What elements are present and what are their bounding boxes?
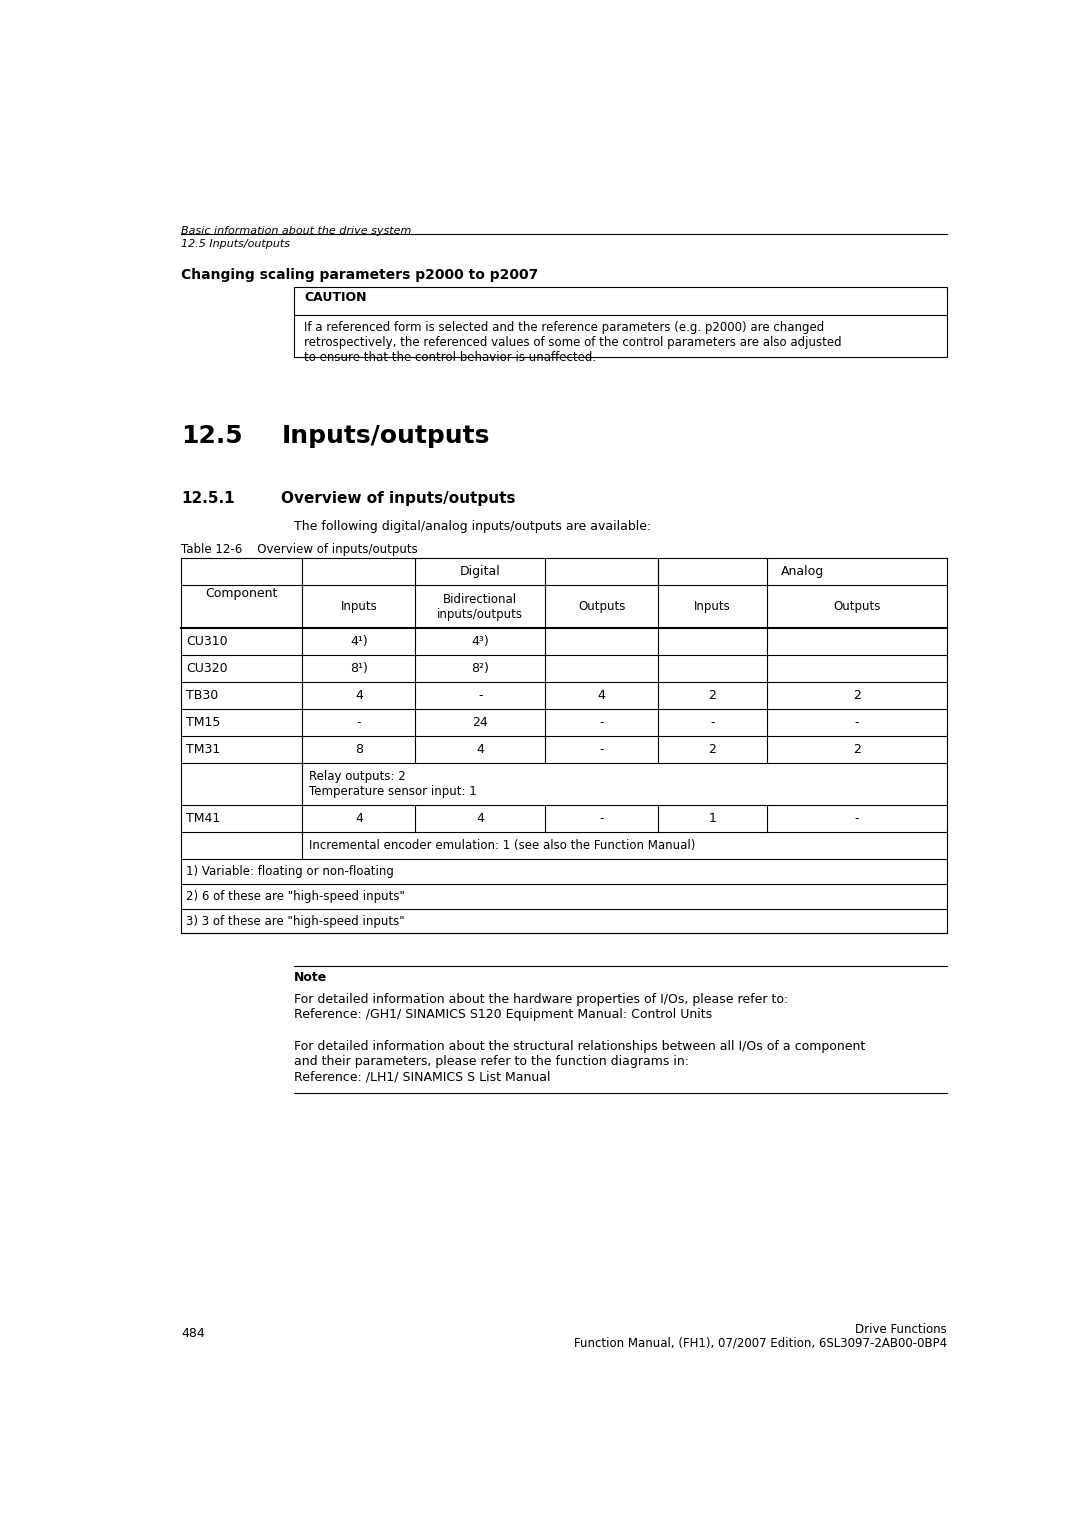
- Text: -: -: [711, 716, 715, 728]
- Text: -: -: [599, 716, 604, 728]
- Text: 2: 2: [853, 742, 861, 756]
- Text: The following digital/analog inputs/outputs are available:: The following digital/analog inputs/outp…: [294, 519, 651, 533]
- Text: 24: 24: [472, 716, 488, 728]
- Text: TM41: TM41: [186, 812, 220, 825]
- Text: 1) Variable: floating or non-floating: 1) Variable: floating or non-floating: [186, 866, 394, 878]
- Text: -: -: [599, 742, 604, 756]
- Text: Overview of inputs/outputs: Overview of inputs/outputs: [282, 492, 516, 507]
- Text: For detailed information about the hardware properties of I/Os, please refer to:: For detailed information about the hardw…: [294, 994, 788, 1022]
- Text: 4¹): 4¹): [350, 635, 368, 647]
- Text: Changing scaling parameters p2000 to p2007: Changing scaling parameters p2000 to p20…: [181, 267, 538, 282]
- Text: Bidirectional
inputs/outputs: Bidirectional inputs/outputs: [437, 592, 524, 620]
- Text: CAUTION: CAUTION: [305, 292, 366, 304]
- Text: TM31: TM31: [186, 742, 220, 756]
- Text: Function Manual, (FH1), 07/2007 Edition, 6SL3097-2AB00-0BP4: Function Manual, (FH1), 07/2007 Edition,…: [573, 1336, 947, 1350]
- Text: 12.5: 12.5: [181, 425, 243, 449]
- Text: 1: 1: [708, 812, 716, 825]
- Text: -: -: [599, 812, 604, 825]
- Text: -: -: [854, 716, 860, 728]
- Text: Outputs: Outputs: [578, 600, 625, 612]
- Text: 8²): 8²): [471, 661, 489, 675]
- Text: 4³): 4³): [471, 635, 489, 647]
- Text: 12.5.1: 12.5.1: [181, 492, 234, 507]
- Text: 484: 484: [181, 1327, 205, 1341]
- Text: Note: Note: [294, 971, 327, 983]
- Text: 4: 4: [355, 812, 363, 825]
- Text: Drive Functions: Drive Functions: [855, 1322, 947, 1336]
- Text: 2) 6 of these are "high-speed inputs": 2) 6 of these are "high-speed inputs": [186, 890, 405, 902]
- Text: -: -: [356, 716, 361, 728]
- Text: TM15: TM15: [186, 716, 220, 728]
- Text: Relay outputs: 2
Temperature sensor input: 1: Relay outputs: 2 Temperature sensor inpu…: [309, 770, 477, 799]
- Text: 2: 2: [708, 742, 716, 756]
- Text: Digital: Digital: [460, 565, 501, 579]
- Text: Table 12-6    Overview of inputs/outputs: Table 12-6 Overview of inputs/outputs: [181, 544, 418, 556]
- Text: 4: 4: [597, 689, 606, 702]
- Text: 3) 3 of these are "high-speed inputs": 3) 3 of these are "high-speed inputs": [186, 915, 405, 927]
- Text: 4: 4: [476, 812, 484, 825]
- Text: CU320: CU320: [186, 661, 228, 675]
- Text: If a referenced form is selected and the reference parameters (e.g. p2000) are c: If a referenced form is selected and the…: [305, 321, 841, 363]
- Text: Component: Component: [205, 586, 278, 600]
- Text: 4: 4: [355, 689, 363, 702]
- Text: Outputs: Outputs: [834, 600, 880, 612]
- Text: 8¹): 8¹): [350, 661, 368, 675]
- Text: Analog: Analog: [781, 565, 824, 579]
- Text: 8: 8: [355, 742, 363, 756]
- Text: CU310: CU310: [186, 635, 228, 647]
- Text: TB30: TB30: [186, 689, 218, 702]
- Text: Inputs/outputs: Inputs/outputs: [282, 425, 490, 449]
- Text: 2: 2: [853, 689, 861, 702]
- Text: 12.5 Inputs/outputs: 12.5 Inputs/outputs: [181, 238, 291, 249]
- Text: Basic information about the drive system: Basic information about the drive system: [181, 226, 411, 235]
- Text: 2: 2: [708, 689, 716, 702]
- Text: -: -: [478, 689, 483, 702]
- Text: -: -: [854, 812, 860, 825]
- Text: Inputs: Inputs: [340, 600, 377, 612]
- Text: Incremental encoder emulation: 1 (see also the Function Manual): Incremental encoder emulation: 1 (see al…: [309, 840, 696, 852]
- Text: 4: 4: [476, 742, 484, 756]
- Text: For detailed information about the structural relationships between all I/Os of : For detailed information about the struc…: [294, 1040, 865, 1083]
- Text: Inputs: Inputs: [694, 600, 731, 612]
